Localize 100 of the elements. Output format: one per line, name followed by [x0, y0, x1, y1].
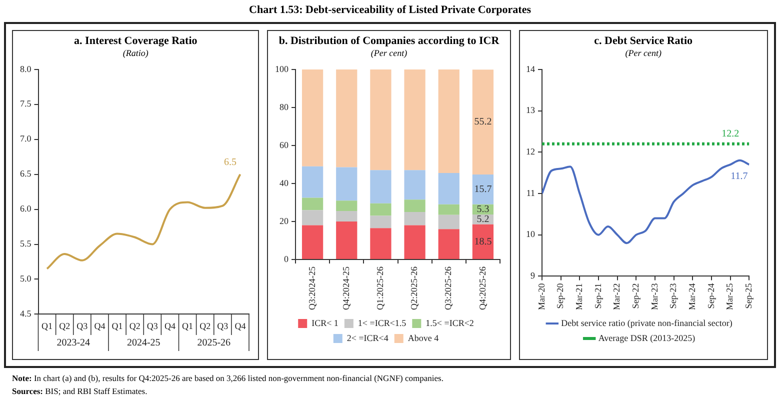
bar	[336, 211, 358, 222]
y-tick-label: 12	[526, 146, 536, 156]
bar	[302, 225, 324, 260]
x-tick-label: Q2	[199, 320, 210, 331]
data-label: 15.7	[474, 184, 492, 196]
text: 2023-24	[56, 338, 90, 349]
y-tick-label: 5.5	[20, 238, 32, 249]
x-tick-label: Mar-21	[574, 283, 584, 310]
y-tick-label: 7.5	[20, 98, 32, 109]
x-tick-label: Mar-20	[536, 282, 547, 310]
y-tick-label: 8.0	[20, 64, 32, 74]
bar	[336, 221, 358, 260]
bar	[404, 200, 426, 212]
y-tick-label: 40	[280, 178, 289, 188]
bar	[370, 216, 392, 228]
x-tick-label: Q4:2025-26	[477, 266, 488, 310]
x-tick-label: Sep-20	[556, 282, 566, 309]
x-tick-label: Mar-25	[725, 282, 736, 310]
bar	[438, 173, 460, 204]
bar	[370, 170, 392, 204]
legend-label: Average DSR (2013-2025)	[598, 332, 696, 343]
y-tick-label: 80	[280, 102, 289, 112]
x-tick-label: Q2	[58, 320, 70, 331]
chart-subtitle: (Per cent)	[624, 48, 662, 58]
x-tick-label: Q1	[41, 320, 52, 331]
bar	[370, 228, 392, 260]
y-tick-label: 13	[526, 105, 536, 116]
legend-label: ICR< 1	[312, 318, 338, 328]
bar	[438, 204, 460, 215]
x-tick-label: Q1	[182, 320, 193, 331]
y-tick-label: 5.0	[20, 274, 32, 284]
legend-label: 1< =ICR<1.5	[358, 318, 407, 328]
caption: Chart 1.53: Debt-serviceability of Listed Private Corporates	[248, 4, 532, 16]
x-tick-label: Sep-21	[593, 283, 604, 309]
x-tick-label: Q4:2024-25	[340, 266, 351, 310]
bar	[404, 225, 426, 260]
bar	[370, 203, 392, 216]
x-tick-label: Q3:2024-25	[306, 266, 317, 310]
bar	[302, 198, 324, 210]
x-tick-label: Mar-24	[687, 282, 698, 310]
y-tick-label: 14	[526, 64, 536, 74]
x-tick-label: Q3:2025-26	[443, 266, 454, 310]
legend-label: 1.5< =ICR<2	[426, 318, 474, 328]
x-tick-label: Sep-23	[668, 282, 679, 309]
annotation: 12.2	[722, 128, 740, 140]
y-tick-label: 60	[280, 140, 289, 150]
x-tick-label: Sep-24	[706, 282, 716, 309]
x-tick-label: Q3	[146, 320, 158, 331]
bar	[438, 214, 460, 230]
data-label: 5.3	[476, 204, 490, 216]
chart-title: a. Interest Coverage Ratio	[73, 35, 198, 47]
bar	[472, 224, 494, 260]
bar	[336, 200, 358, 212]
bar	[404, 212, 426, 226]
bar	[336, 167, 358, 201]
bar	[438, 229, 460, 260]
x-tick-label: Mar-22	[612, 283, 622, 310]
bar	[336, 69, 358, 168]
y-tick-label: 6.0	[20, 204, 32, 214]
y-tick-label: 6.5	[20, 168, 32, 179]
x-tick-label: Q3	[76, 320, 88, 331]
y-tick-label: 0	[284, 254, 289, 264]
data-label: 55.2	[474, 116, 492, 128]
bar	[370, 69, 392, 170]
data-label: 6.5	[224, 156, 236, 168]
x-tick-label: Sep-25	[744, 282, 754, 309]
bar	[302, 69, 324, 166]
x-tick-label: Q3	[216, 320, 228, 331]
chart-subtitle: (Per cent)	[370, 48, 408, 58]
bar	[404, 69, 426, 170]
bar	[404, 170, 426, 200]
legend-label: 2< =ICR<4	[346, 332, 389, 343]
x-tick-label: Mar-23	[650, 282, 660, 310]
y-tick-label: 7.0	[20, 134, 32, 144]
legend-label: Above 4	[408, 332, 440, 343]
data-label: 11.7	[730, 171, 748, 182]
text: 2024-25	[126, 338, 160, 349]
bar	[472, 174, 494, 204]
text: Note: In chart (a) and (b), results for Q4:2025-26 are based on 3,266 listed non-government non-financial (NGNF) companies.	[12, 373, 444, 383]
y-tick-label: 4.5	[20, 308, 32, 319]
chart-title: c. Debt Service Ratio	[593, 35, 694, 47]
x-tick-label: Sep-22	[630, 283, 641, 309]
data-label: 5.2	[476, 214, 490, 226]
y-tick-label: 20	[280, 216, 289, 226]
y-tick-label: 10	[526, 229, 536, 240]
bar	[302, 166, 324, 198]
chart-title: b. Distribution of Companies according to ICR	[278, 35, 500, 47]
bar	[438, 69, 460, 174]
chart-subtitle: (Ratio)	[122, 48, 150, 58]
x-tick-label: Q1:2025-26	[375, 266, 386, 310]
line-series	[542, 159, 750, 244]
x-tick-label: Q2:2025-26	[409, 266, 420, 310]
bar	[472, 70, 494, 175]
x-tick-label: Q4	[94, 320, 106, 331]
legend-label: Debt service ratio (private non-financial sector)	[561, 318, 733, 328]
x-tick-label: Q4	[164, 320, 176, 331]
source-note: Sources: BIS; and RBI Staff Estimates.	[12, 386, 148, 396]
data-label: 18.5	[474, 236, 492, 248]
text: 2025-26	[196, 338, 230, 349]
x-tick-label: Q2	[129, 320, 140, 331]
